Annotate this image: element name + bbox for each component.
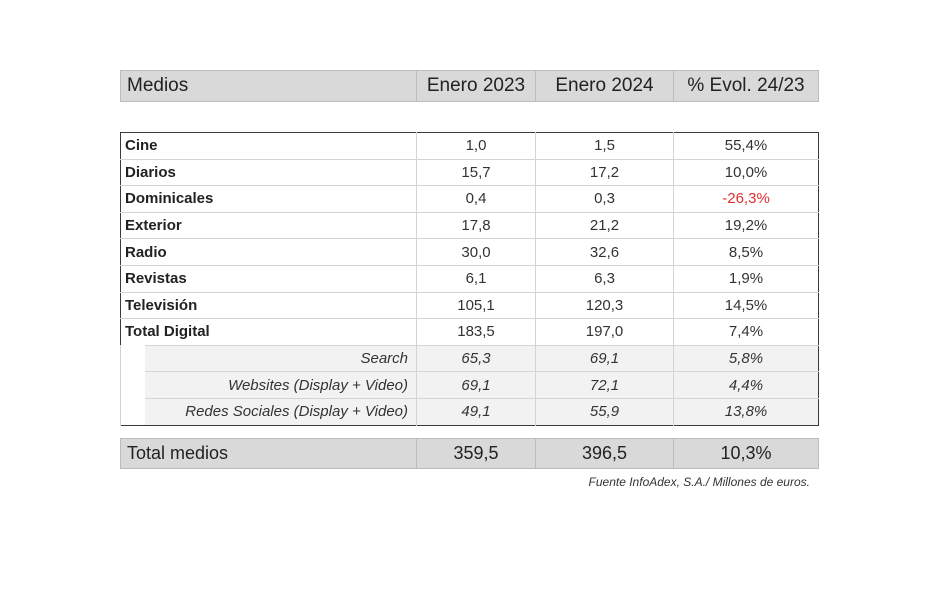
row-value-2023: 1,0 (416, 132, 536, 160)
header-evolution: % Evol. 24/23 (673, 70, 819, 102)
row-label-revistas: Revistas (120, 264, 417, 293)
table-row: Total Digital 183,5 197,0 7,4% (120, 318, 819, 346)
subrow-value-2023: 65,3 (416, 344, 536, 372)
row-label-diarios: Diarios (120, 158, 417, 186)
source-note: Fuente InfoAdex, S.A./ Millones de euros… (588, 475, 810, 489)
subrow-label-websites: Websites (Display + Video) (144, 371, 417, 399)
row-label-total-digital: Total Digital (120, 318, 417, 346)
row-value-2024: 32,6 (535, 238, 674, 266)
header-table: Medios Enero 2023 Enero 2024 % Evol. 24/… (120, 70, 819, 102)
row-value-2023: 17,8 (416, 211, 536, 239)
header-row: Medios Enero 2023 Enero 2024 % Evol. 24/… (120, 70, 819, 102)
row-value-evol: 7,4% (673, 318, 819, 346)
table-subrow: Redes Sociales (Display + Video) 49,1 55… (120, 397, 819, 426)
table-row: Exterior 17,8 21,2 19,2% (120, 211, 819, 239)
total-row: Total medios 359,5 396,5 10,3% (120, 438, 819, 469)
row-value-evol-negative: -26,3% (673, 185, 819, 213)
row-label-television: Televisión (120, 291, 417, 319)
subrow-indent (120, 371, 145, 399)
subrow-label-search: Search (144, 344, 417, 372)
table-row: Cine 1,0 1,5 55,4% (121, 132, 819, 160)
table-row: Radio 30,0 32,6 8,5% (120, 238, 819, 266)
table-row: Dominicales 0,4 0,3 -26,3% (120, 185, 819, 213)
subrow-value-evol: 13,8% (673, 397, 819, 426)
row-value-evol: 55,4% (673, 132, 819, 160)
subrow-value-2024: 69,1 (535, 344, 674, 372)
row-label-exterior: Exterior (120, 211, 417, 239)
row-value-2024: 6,3 (535, 264, 674, 293)
total-value-2024: 396,5 (535, 438, 674, 469)
row-value-2024: 21,2 (535, 211, 674, 239)
row-value-2023: 15,7 (416, 158, 536, 186)
row-value-2024: 17,2 (535, 158, 674, 186)
row-value-evol: 19,2% (673, 211, 819, 239)
row-label-radio: Radio (120, 238, 417, 266)
row-value-2023: 6,1 (416, 264, 536, 293)
subrow-value-evol: 4,4% (673, 371, 819, 399)
subrow-value-2024: 72,1 (535, 371, 674, 399)
subrow-value-2023: 69,1 (416, 371, 536, 399)
row-value-2024: 120,3 (535, 291, 674, 319)
row-value-2023: 0,4 (416, 185, 536, 213)
total-table: Total medios 359,5 396,5 10,3% (120, 438, 819, 469)
table-row: Revistas 6,1 6,3 1,9% (120, 264, 819, 293)
row-label-cine: Cine (125, 137, 158, 155)
row-value-2024: 197,0 (535, 318, 674, 346)
table-subrow: Search 65,3 69,1 5,8% (120, 344, 819, 372)
row-value-evol: 10,0% (673, 158, 819, 186)
subrow-value-evol: 5,8% (673, 344, 819, 372)
row-label-dominicales: Dominicales (120, 185, 417, 213)
subrow-label-redes-sociales: Redes Sociales (Display + Video) (144, 397, 417, 426)
row-value-evol: 1,9% (673, 264, 819, 293)
total-label: Total medios (120, 438, 417, 469)
header-enero-2024: Enero 2024 (535, 70, 674, 102)
header-medios: Medios (120, 70, 417, 102)
subrow-indent (120, 398, 145, 426)
total-value-evol: 10,3% (673, 438, 819, 469)
table-row: Televisión 105,1 120,3 14,5% (120, 291, 819, 319)
total-value-2023: 359,5 (416, 438, 536, 469)
row-value-2023: 30,0 (416, 238, 536, 266)
row-value-evol: 14,5% (673, 291, 819, 319)
row-value-2023: 183,5 (416, 318, 536, 346)
header-enero-2023: Enero 2023 (416, 70, 536, 102)
row-value-2024: 0,3 (535, 185, 674, 213)
subrow-value-2023: 49,1 (416, 397, 536, 426)
subrow-indent (120, 345, 145, 372)
table-subrow: Websites (Display + Video) 69,1 72,1 4,4… (120, 371, 819, 399)
media-table: Cine 1,0 1,5 55,4% Diarios 15,7 17,2 10,… (120, 132, 820, 426)
table-row: Diarios 15,7 17,2 10,0% (120, 158, 819, 186)
row-value-2023: 105,1 (416, 291, 536, 319)
row-value-evol: 8,5% (673, 238, 819, 266)
subrow-value-2024: 55,9 (535, 397, 674, 426)
row-value-2024: 1,5 (535, 132, 674, 160)
